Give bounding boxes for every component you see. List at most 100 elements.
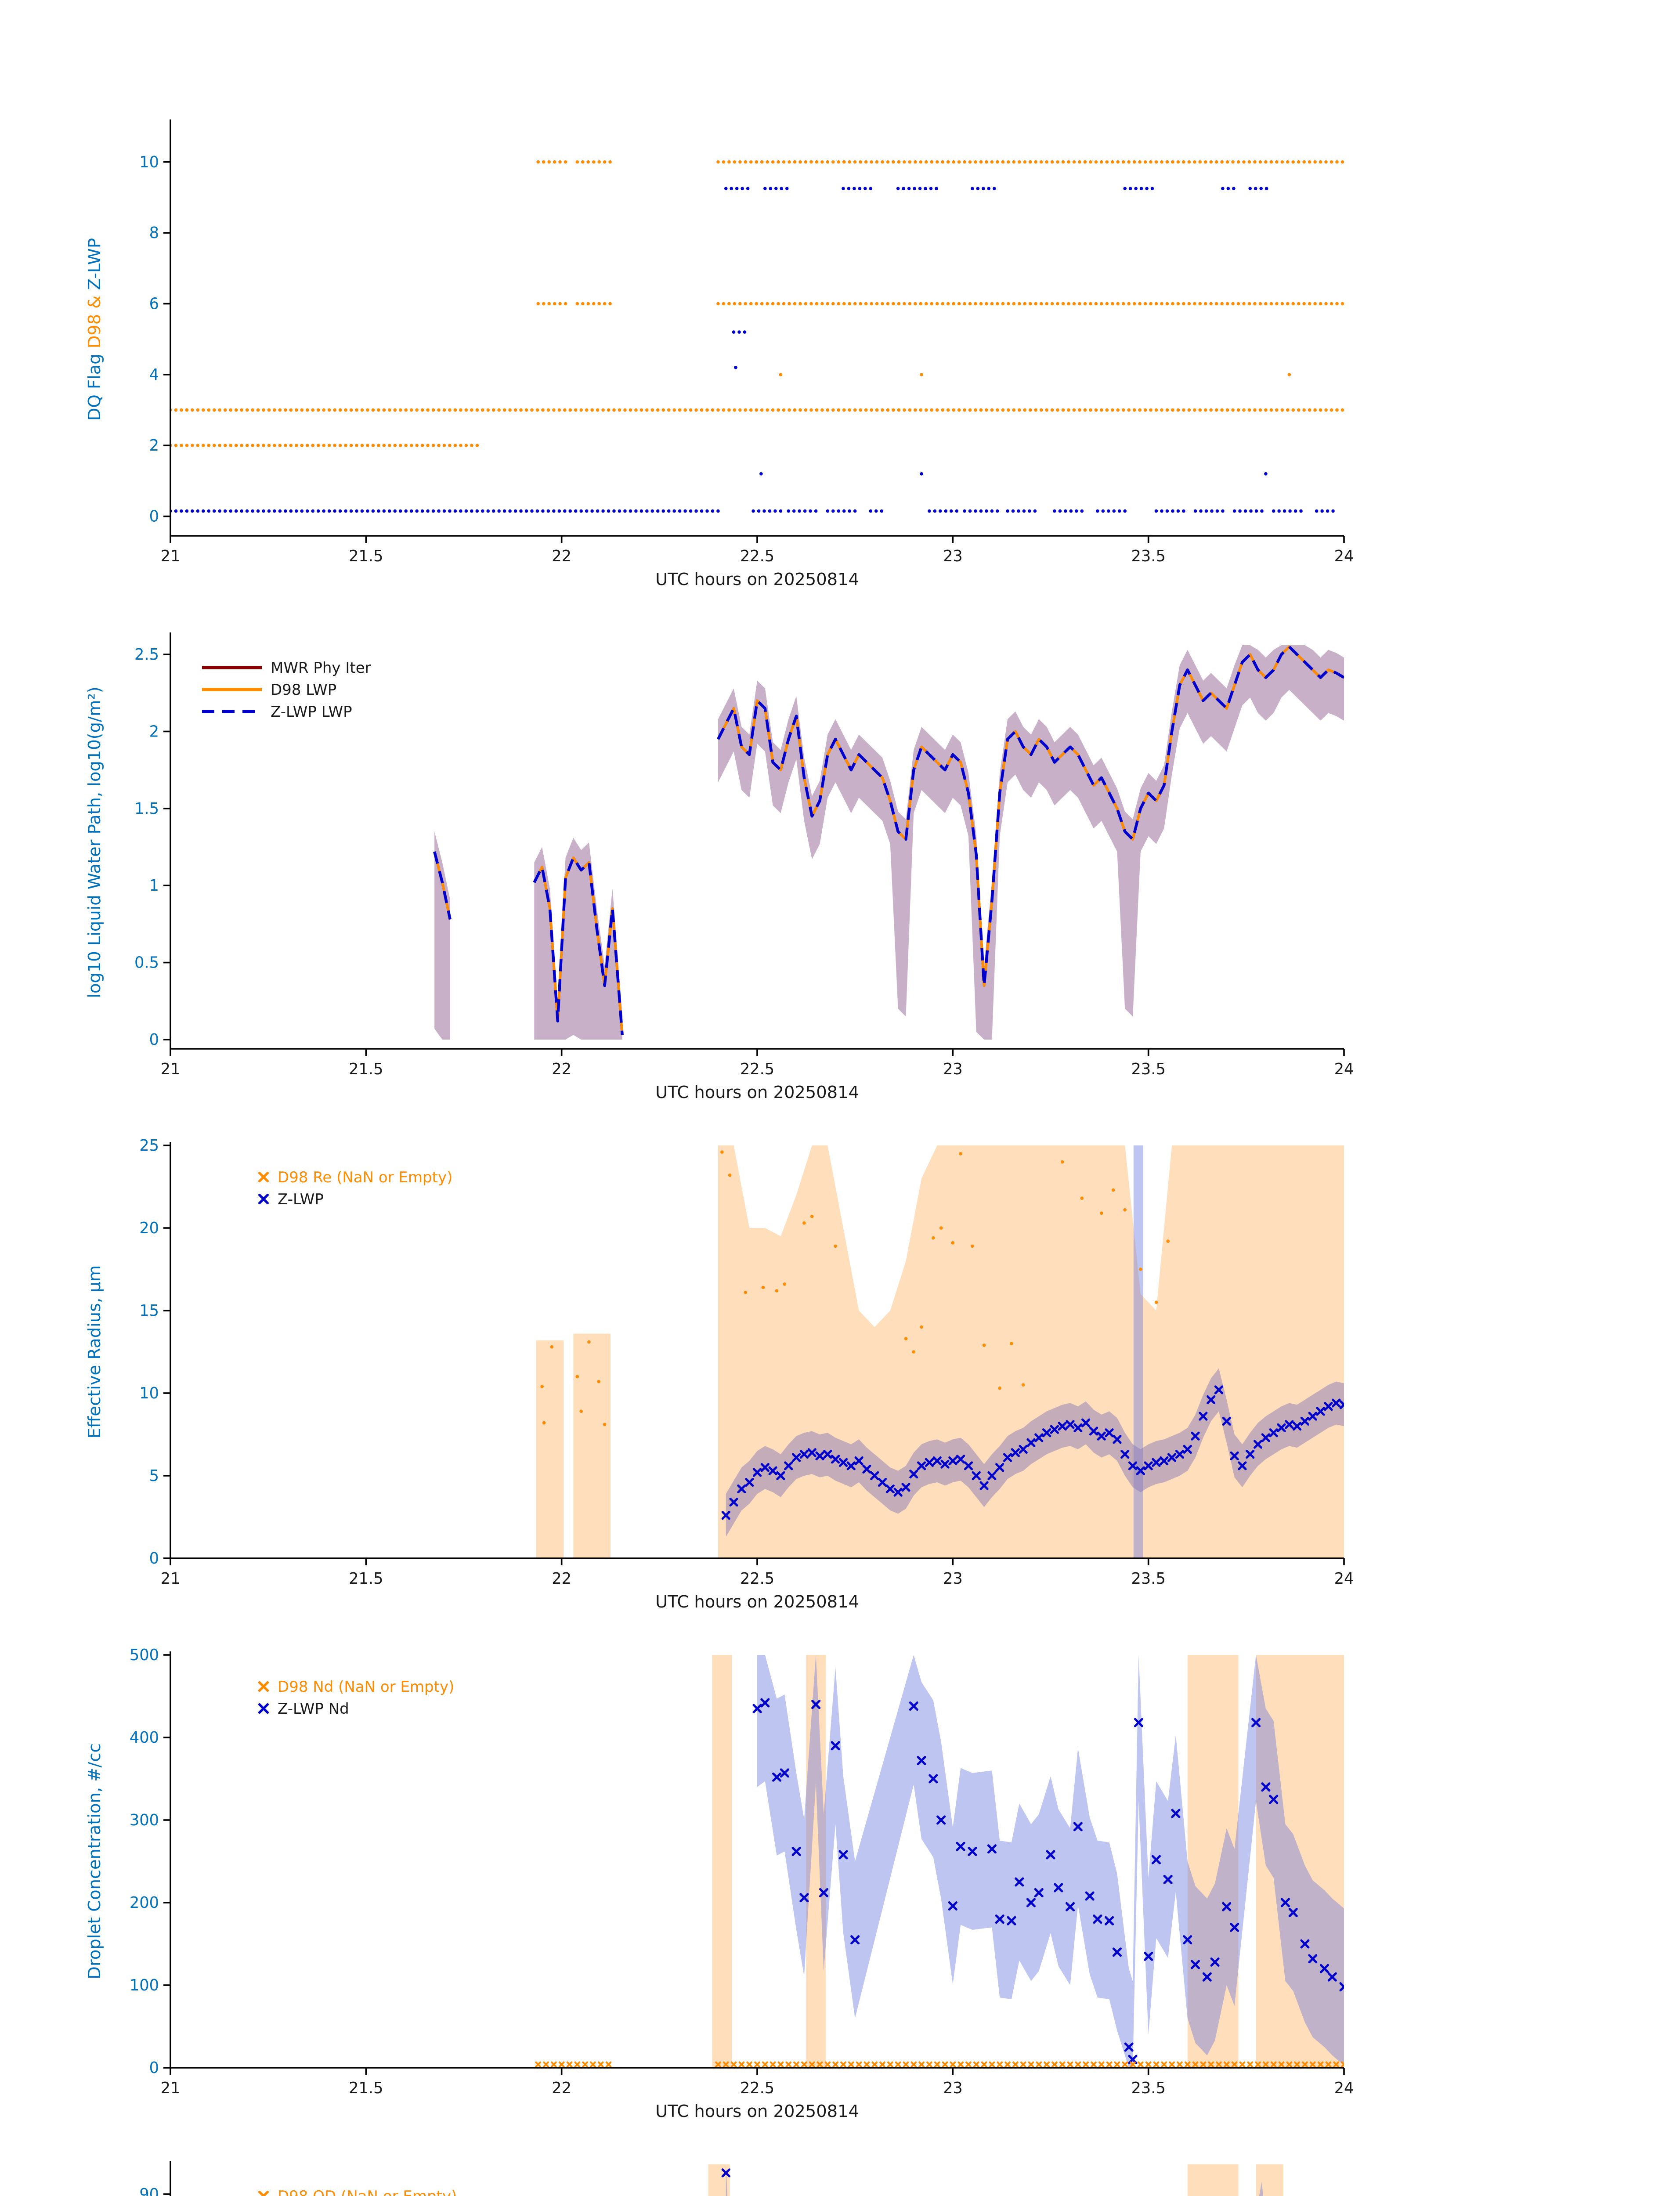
droplet-concentration-ytick-label: 0 bbox=[149, 2059, 159, 2077]
lwp-xtick-label: 22 bbox=[552, 1060, 571, 1078]
droplet-concentration-xtick-label: 23.5 bbox=[1131, 2079, 1165, 2097]
optical-depth-panel: 01020304050607080902121.52222.52323.524U… bbox=[139, 2161, 1283, 2196]
dq-flag-ytick-label: 4 bbox=[149, 366, 159, 384]
lwp-uncertainty-band bbox=[718, 645, 1344, 1040]
d98-flag-3 bbox=[170, 408, 1344, 412]
lwp-y-axis-label: log10 Liquid Water Path, log10(g/m²) bbox=[85, 686, 105, 998]
zlwp-flag-0 bbox=[170, 509, 1335, 513]
zlwp-re bbox=[721, 1368, 1344, 1537]
dq-flag-xtick-label: 21 bbox=[161, 547, 181, 565]
d98-od-nan-band-2 bbox=[1187, 2164, 1239, 2196]
droplet-concentration-xtick-label: 22.5 bbox=[740, 2079, 774, 2097]
d98-re-points bbox=[540, 1150, 1170, 1427]
lwp-xtick-label: 23 bbox=[943, 1060, 963, 1078]
droplet-concentration-axes: 0 100 200 300 400 500 21 21.5 22 22.5 23 23.5 24 UTC … bbox=[85, 1646, 1354, 2121]
zlwp-nd-band bbox=[757, 1655, 1344, 2068]
droplet-concentration-legend-label: Z-LWP Nd bbox=[278, 1700, 349, 1718]
effective-radius-xtick-label: 21.5 bbox=[349, 1570, 383, 1588]
dq-flag-xtick-label: 22.5 bbox=[740, 547, 774, 565]
zlwp-flag-5 bbox=[732, 330, 747, 334]
dq-flag-xtick-label: 21.5 bbox=[349, 547, 383, 565]
d98-nd-nan-band-3 bbox=[1187, 1655, 1239, 2068]
lwp-x-axis-label: UTC hours on 20250814 bbox=[655, 1083, 859, 1102]
effective-radius-ytick-label: 0 bbox=[149, 1549, 159, 1568]
d98-re-envelope bbox=[718, 1145, 1344, 1558]
optical-depth-plot-area bbox=[708, 2164, 1283, 2196]
effective-radius-xtick-label: 24 bbox=[1334, 1570, 1354, 1588]
droplet-concentration-ytick-label: 300 bbox=[130, 1811, 159, 1829]
lwp-segment-1 bbox=[433, 831, 452, 1040]
lwp-xtick-label: 23.5 bbox=[1131, 1060, 1165, 1078]
droplet-concentration-xtick-label: 22 bbox=[552, 2079, 571, 2097]
effective-radius-panel: 0 5 10 15 20 25 21 21.5 22 22.5 23 23.5 24 UTC hours … bbox=[85, 1137, 1354, 1612]
effective-radius-ytick-label: 25 bbox=[139, 1137, 159, 1155]
lwp-segment-2 bbox=[533, 838, 624, 1040]
droplet-concentration-ytick-label: 100 bbox=[130, 1976, 159, 1994]
d98-nd-row bbox=[535, 2061, 1344, 2068]
dq-flag-ytick-label: 6 bbox=[149, 295, 159, 313]
droplet-concentration-legend-label: D98 Nd (NaN or Empty) bbox=[278, 1678, 454, 1696]
zlwp-flag-9 bbox=[724, 187, 1268, 191]
droplet-concentration-xtick-label: 21 bbox=[161, 2079, 181, 2097]
effective-radius-xtick-label: 23 bbox=[943, 1570, 963, 1588]
effective-radius-xtick-label: 21 bbox=[161, 1570, 181, 1588]
effective-radius-legend: D98 Re (NaN or Empty) Z-LWP bbox=[258, 1169, 452, 1208]
droplet-concentration-ytick-label: 500 bbox=[130, 1646, 159, 1664]
dq-flag-ytick-label: 0 bbox=[149, 508, 159, 526]
effective-radius-plot-area bbox=[536, 1145, 1344, 1558]
droplet-concentration-panel: 0 100 200 300 400 500 21 21.5 22 22.5 23 23.5 24 UTC … bbox=[85, 1646, 1354, 2121]
droplet-concentration-y-axis-label: Droplet Concentration, #/cc bbox=[85, 1743, 105, 1979]
effective-radius-ytick-label: 5 bbox=[149, 1467, 159, 1485]
lwp-xtick-label: 21.5 bbox=[349, 1060, 383, 1078]
lwp-ytick-label: 0.5 bbox=[134, 954, 159, 972]
d98-flag-points bbox=[779, 373, 1291, 376]
lwp-legend: MWR Phy Iter D98 LWP Z-LWP LWP bbox=[202, 659, 371, 721]
lwp-plot-area bbox=[433, 645, 1344, 1040]
lwp-ytick-label: 1.5 bbox=[134, 800, 159, 818]
zlwp-re-band bbox=[726, 1368, 1344, 1537]
optical-depth-axes: 01020304050607080902121.52222.52323.524U… bbox=[139, 2161, 171, 2196]
dq-flag-ytick-label: 2 bbox=[149, 437, 159, 455]
effective-radius-ytick-label: 10 bbox=[139, 1384, 159, 1402]
zlwp-od-band bbox=[726, 2164, 1263, 2196]
droplet-concentration-legend: D98 Nd (NaN or Empty) Z-LWP Nd bbox=[258, 1678, 454, 1718]
d98-re-nan-band-2 bbox=[573, 1333, 611, 1558]
effective-radius-y-axis-label: Effective Radius, µm bbox=[85, 1265, 105, 1439]
effective-radius-ytick-label: 20 bbox=[139, 1219, 159, 1237]
droplet-concentration-x-axis-label: UTC hours on 20250814 bbox=[655, 2102, 859, 2121]
d98-od-nan-band-1 bbox=[708, 2164, 730, 2196]
dq-flag-xtick-label: 22 bbox=[552, 547, 571, 565]
effective-radius-legend-label: Z-LWP bbox=[278, 1191, 324, 1208]
dq-flag-plot-area bbox=[170, 160, 1344, 513]
dq-flag-xtick-label: 23 bbox=[943, 547, 963, 565]
effective-radius-xtick-label: 23.5 bbox=[1131, 1570, 1165, 1588]
zlwp-nd bbox=[752, 1655, 1344, 2068]
lwp-xtick-label: 24 bbox=[1334, 1060, 1354, 1078]
effective-radius-xtick-label: 22 bbox=[552, 1570, 571, 1588]
d98-flag-10 bbox=[536, 160, 1344, 164]
lwp-xtick-label: 21 bbox=[161, 1060, 181, 1078]
droplet-concentration-xtick-label: 24 bbox=[1334, 2079, 1354, 2097]
effective-radius-xtick-label: 22.5 bbox=[740, 1570, 774, 1588]
droplet-concentration-xtick-label: 23 bbox=[943, 2079, 963, 2097]
d98-nd-nan-band-2 bbox=[806, 1655, 826, 2068]
d98-od-nan-band-3 bbox=[1256, 2164, 1283, 2196]
dq-flag-ytick-label: 10 bbox=[139, 153, 159, 171]
lwp-legend-label: D98 LWP bbox=[271, 681, 336, 699]
effective-radius-ytick-label: 15 bbox=[139, 1302, 159, 1320]
optical-depth-ytick-label: 90 bbox=[139, 2185, 159, 2196]
lwp-ytick-label: 1 bbox=[149, 877, 159, 895]
lwp-ytick-label: 0 bbox=[149, 1031, 159, 1049]
dq-flag-ytick-label: 8 bbox=[149, 224, 159, 242]
lwp-uncertainty-band bbox=[434, 831, 450, 1040]
effective-radius-x-axis-label: UTC hours on 20250814 bbox=[655, 1592, 859, 1612]
lwp-legend-label: Z-LWP LWP bbox=[271, 703, 352, 721]
zlwp-od bbox=[721, 2164, 1263, 2196]
d98-nd-nan-band-4 bbox=[1256, 1655, 1344, 2068]
